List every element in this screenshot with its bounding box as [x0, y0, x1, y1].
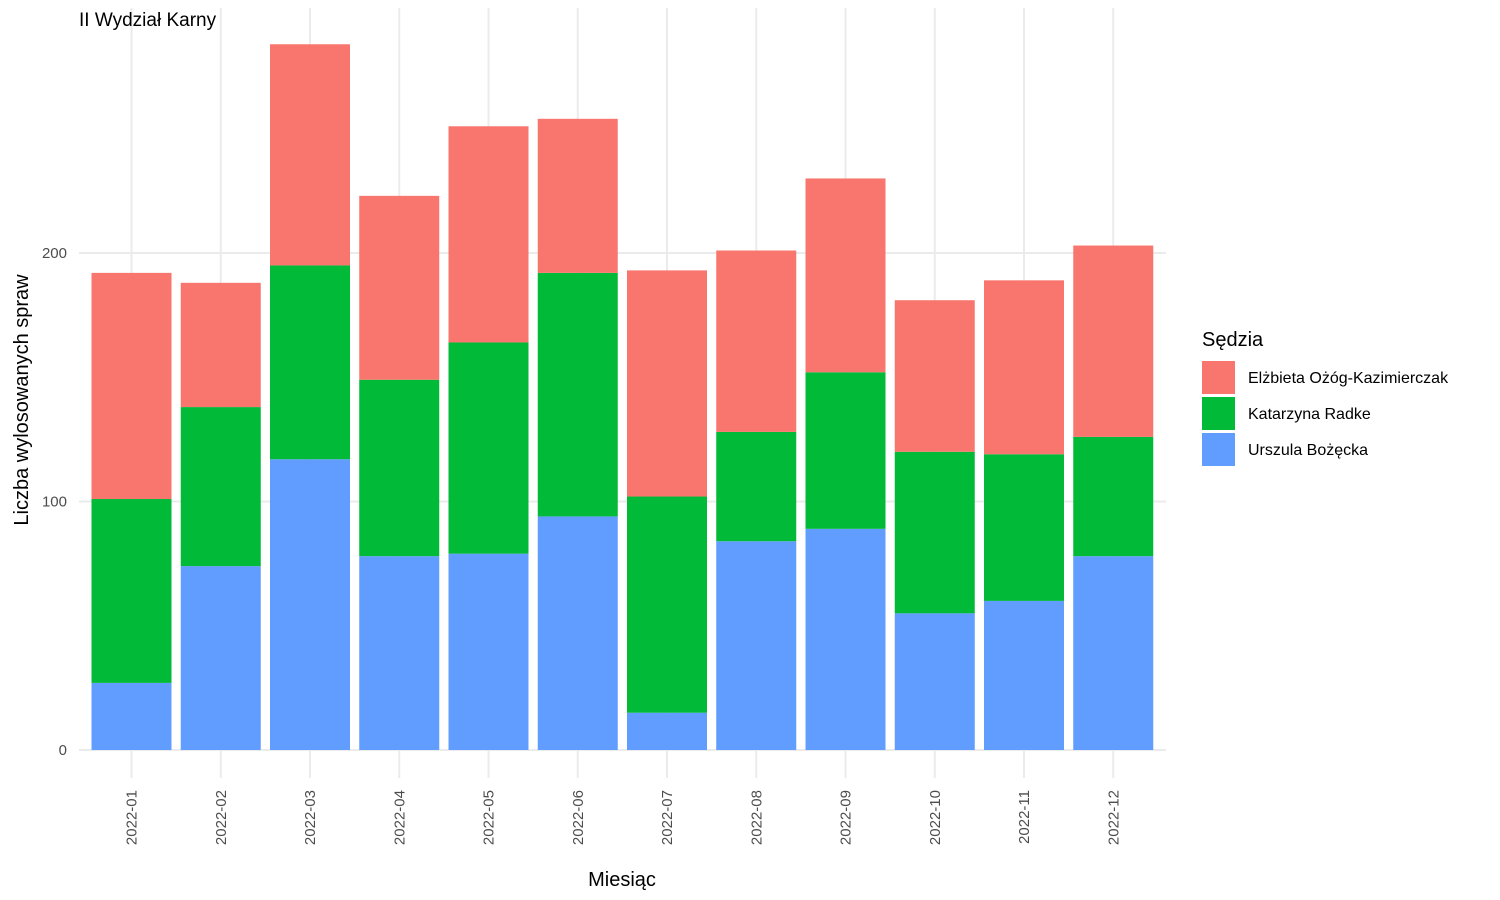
- bar-segment: [627, 270, 707, 497]
- bar-segment: [1073, 245, 1154, 437]
- bar-segment: [805, 372, 886, 529]
- x-tick-label: 2022-12: [1105, 790, 1122, 845]
- bar-segment: [270, 265, 350, 460]
- y-axis-title: Liczba wylosowanych spraw: [11, 274, 33, 526]
- legend: Sędzia Elżbieta Ożóg-Kazimierczak Katarzy…: [1202, 329, 1449, 466]
- x-tick-label: 2022-08: [748, 790, 765, 845]
- bar-segment: [1073, 556, 1154, 750]
- x-tick-label: 2022-01: [124, 790, 141, 845]
- x-tick-label: 2022-02: [213, 790, 230, 845]
- bar-segment: [270, 44, 350, 266]
- bar-segment: [716, 431, 797, 542]
- bars: [91, 44, 1154, 750]
- x-tick-label: 2022-10: [927, 790, 944, 845]
- x-tick-label: 2022-11: [1016, 790, 1033, 844]
- x-tick-label: 2022-09: [838, 790, 855, 845]
- bar-segment: [270, 459, 350, 750]
- bar-segment: [91, 499, 172, 683]
- bar-segment: [984, 600, 1064, 750]
- y-tick-label: 100: [42, 494, 67, 511]
- bar-segment: [537, 272, 618, 517]
- bar-segment: [894, 613, 975, 750]
- bar-segment: [894, 451, 975, 614]
- bar-segment: [180, 282, 261, 408]
- bar-segment: [984, 280, 1064, 455]
- y-tick-labels: 0 100 200: [42, 245, 67, 759]
- x-tick-label: 2022-06: [570, 790, 587, 845]
- x-tick-label: 2022-07: [659, 790, 676, 845]
- bar-segment: [448, 342, 529, 554]
- bar-segment: [984, 454, 1064, 601]
- legend-title: Sędzia: [1202, 329, 1264, 351]
- y-tick-label: 0: [59, 742, 67, 759]
- bar-segment: [180, 407, 261, 567]
- bar-segment: [627, 712, 707, 750]
- bar-segment: [359, 195, 440, 380]
- bar-segment: [716, 250, 797, 432]
- bar-segment: [805, 178, 886, 373]
- bar-segment: [448, 126, 529, 343]
- y-tick-label: 200: [42, 245, 67, 262]
- legend-swatch: [1202, 397, 1235, 430]
- bar-segment: [894, 300, 975, 452]
- bar-segment: [359, 556, 440, 750]
- chart-title: II Wydział Karny: [79, 10, 217, 31]
- bar-segment: [448, 553, 529, 750]
- legend-label: Katarzyna Radke: [1248, 406, 1371, 423]
- legend-swatch: [1202, 433, 1235, 466]
- x-tick-label: 2022-03: [302, 790, 319, 845]
- bar-segment: [537, 516, 618, 750]
- x-tick-label: 2022-05: [481, 790, 498, 845]
- bar-segment: [1073, 436, 1154, 557]
- legend-swatch: [1202, 361, 1235, 394]
- bar-segment: [91, 682, 172, 750]
- bar-segment: [805, 528, 886, 750]
- bar-segment: [180, 566, 261, 750]
- bar-segment: [537, 118, 618, 273]
- bar-segment: [359, 379, 440, 557]
- x-axis-title: Miesiąc: [588, 869, 656, 891]
- bar-segment: [91, 272, 172, 500]
- legend-label: Elżbieta Ożóg-Kazimierczak: [1248, 370, 1449, 387]
- legend-label: Urszula Bożęcka: [1248, 442, 1368, 459]
- bar-segment: [716, 541, 797, 750]
- bar-segment: [627, 496, 707, 713]
- x-tick-label: 2022-04: [391, 790, 408, 845]
- x-tick-labels: 2022-01 2022-02 2022-03 2022-04 2022-05 2022-…: [124, 790, 1123, 845]
